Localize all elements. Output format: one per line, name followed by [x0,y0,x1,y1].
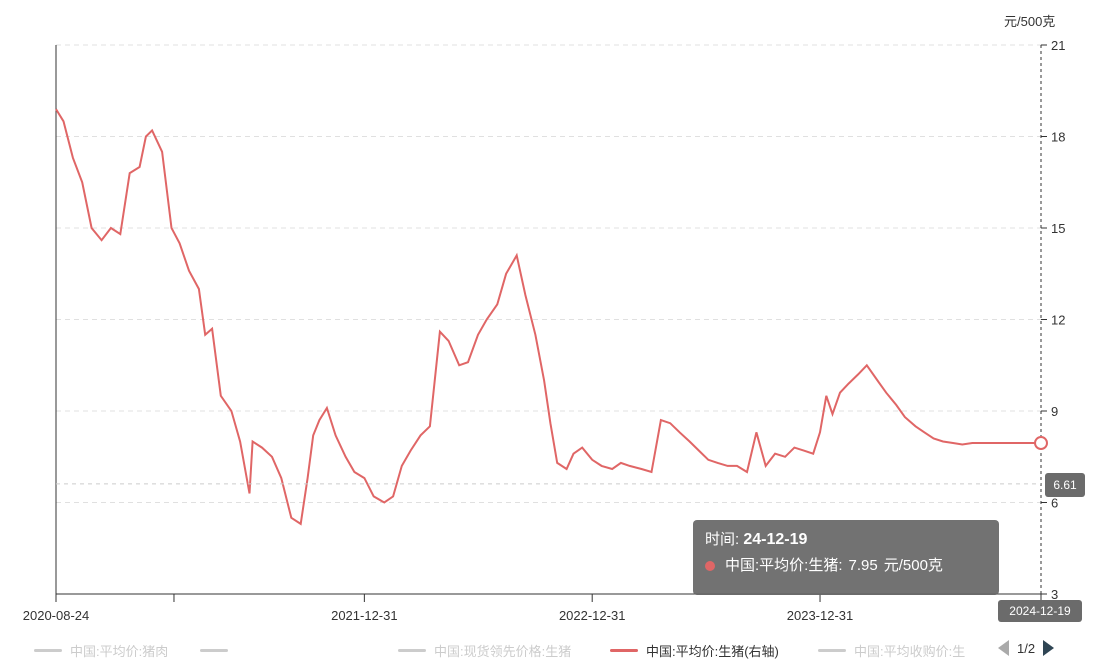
legend-swatch [34,648,62,652]
tooltip-time: 时间: 24-12-19 [705,529,987,551]
chart-legend: 中国:平均价:猪肉 中国:现货领先价格:生猪 中国:平均价:生猪(右轴) 中国:… [0,638,1099,662]
mark-line-label: 6.61 [1045,473,1085,497]
series-line-live-hog-price[interactable] [55,108,1041,526]
y-axis-unit: 元/500克 [1004,14,1056,29]
legend-item-pork-price[interactable]: 中国:平均价:猪肉 [34,638,168,662]
legend-item-spot-leading-price[interactable]: 中国:现货领先价格:生猪 [398,638,571,662]
tooltip-unit: 元/500克 [883,557,943,574]
legend-pager: 1/2 [998,640,1055,656]
legend-label: 中国:平均价:生猪(右轴) [646,643,779,659]
y-tick-label: 21 [1051,38,1065,53]
chevron-left-icon[interactable] [998,640,1009,656]
y-axis-ticks: 3 6 9 12 15 18 21 [1041,38,1065,602]
legend-item-purchase-price[interactable]: 中国:平均收购价:生 [818,638,965,662]
y-tick-label: 18 [1051,130,1065,145]
tooltip-value: 7.95 [848,557,878,574]
y-tick-label: 12 [1051,313,1065,328]
x-tick-label: 2021-12-31 [331,608,398,623]
y-tick-label: 3 [1051,587,1058,602]
x-tick-label: 2020-08-24 [23,608,90,623]
chart-tooltip: 时间: 24-12-19 中国:平均价:生猪: 7.95 元/500克 [693,520,999,595]
x-pointer-label: 2024-12-19 [998,600,1082,622]
x-tick-label: 2023-12-31 [787,608,854,623]
series-dot-icon [705,561,715,571]
line-chart: 3 6 9 12 15 18 21 2020-08-24 2021-12-31 2022-12-… [23,38,1066,623]
x-tick-label: 2022-12-31 [559,608,626,623]
legend-label: 中国:平均收购价:生 [854,643,966,659]
tooltip-series-row: 中国:平均价:生猪: 7.95 元/500克 [705,554,987,578]
y-tick-label: 9 [1051,404,1058,419]
tooltip-time-value: 24-12-19 [743,531,808,548]
chevron-right-icon[interactable] [1043,640,1055,656]
legend-page-indicator: 1/2 [1017,640,1036,656]
y-tick-label: 6 [1051,496,1058,511]
legend-label: 中国:平均价:猪肉 [70,643,169,659]
legend-label: 中国:现货领先价格:生猪 [434,643,572,659]
y-tick-label: 15 [1051,221,1065,236]
legend-swatch [818,648,846,652]
grid-lines [56,44,1041,503]
legend-swatch [200,648,228,652]
tooltip-time-label: 时间: [705,531,740,548]
legend-item-blank[interactable] [200,638,236,662]
tooltip-series-label: 中国:平均价:生猪: [725,557,843,574]
legend-swatch [398,648,426,652]
latest-data-point[interactable] [1034,436,1048,451]
legend-item-live-hog-price[interactable]: 中国:平均价:生猪(右轴) [610,638,779,662]
x-axis-ticks: 2020-08-24 2021-12-31 2022-12-31 2023-12-31 [23,594,1042,623]
legend-swatch [610,648,638,652]
